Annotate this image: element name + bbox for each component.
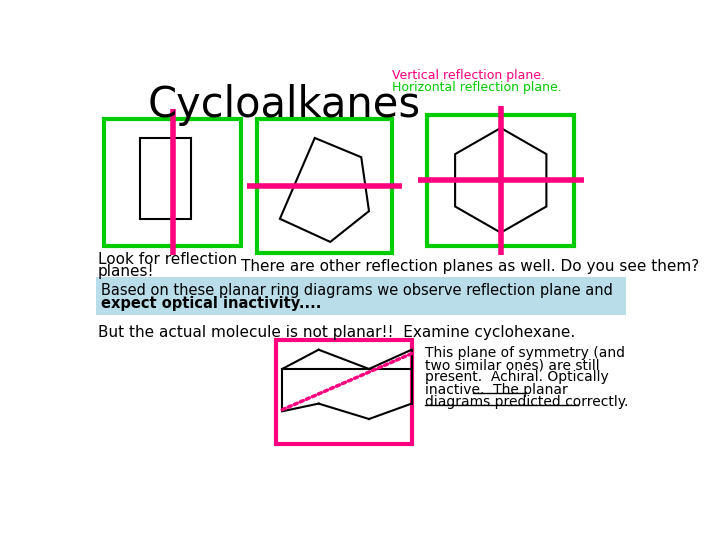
Text: inactive.  The planar: inactive. The planar	[425, 383, 567, 397]
Text: diagrams predicted correctly.: diagrams predicted correctly.	[425, 395, 628, 409]
Bar	[256, 119, 392, 253]
Text: Horizontal reflection plane.: Horizontal reflection plane.	[392, 82, 562, 94]
Text: This plane of symmetry (and: This plane of symmetry (and	[425, 346, 625, 360]
Bar	[427, 115, 575, 246]
Bar	[96, 276, 626, 315]
Text: But the actual molecule is not planar!!  Examine cyclohexane.: But the actual molecule is not planar!! …	[98, 325, 575, 340]
Text: two similar ones) are still: two similar ones) are still	[425, 358, 600, 372]
Text: planes!: planes!	[98, 264, 154, 279]
Text: There are other reflection planes as well. Do you see them?: There are other reflection planes as wel…	[241, 259, 699, 274]
Bar	[104, 119, 241, 246]
Text: Look for reflection: Look for reflection	[98, 252, 237, 267]
Bar	[140, 138, 191, 219]
Text: present.  Achiral. Optically: present. Achiral. Optically	[425, 370, 608, 384]
Text: Based on these planar ring diagrams we observe reflection plane and: Based on these planar ring diagrams we o…	[101, 283, 613, 298]
Text: Vertical reflection plane.: Vertical reflection plane.	[392, 69, 545, 82]
Text: expect optical inactivity....: expect optical inactivity....	[101, 296, 321, 311]
Text: Cycloalkanes: Cycloalkanes	[147, 84, 420, 126]
Bar	[276, 340, 412, 444]
